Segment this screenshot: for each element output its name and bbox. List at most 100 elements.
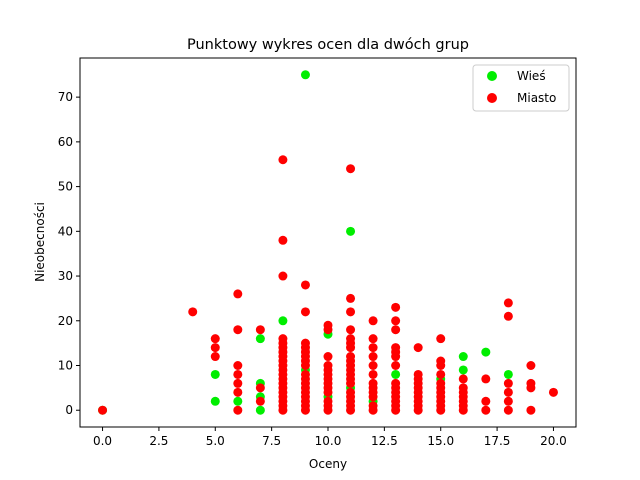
data-point-miasto — [300, 405, 310, 415]
legend: Wieś Miasto — [472, 64, 570, 112]
legend-label-wies: Wieś — [517, 69, 546, 83]
data-point-wies — [278, 316, 288, 326]
y-tick-label: 50 — [58, 180, 73, 194]
data-point-miasto — [255, 383, 265, 393]
data-point-miasto — [526, 405, 536, 415]
data-point-miasto — [548, 387, 558, 397]
data-point-miasto — [346, 164, 356, 174]
data-point-miasto — [210, 334, 220, 344]
data-point-miasto — [503, 405, 513, 415]
data-point-miasto — [368, 369, 378, 379]
data-point-miasto — [210, 343, 220, 353]
data-point-miasto — [323, 325, 333, 335]
data-point-miasto — [436, 334, 446, 344]
data-point-miasto — [503, 387, 513, 397]
data-point-miasto — [346, 325, 356, 335]
data-point-miasto — [391, 316, 401, 326]
y-tick-label: 20 — [58, 314, 73, 328]
data-point-miasto — [233, 378, 243, 388]
data-point-miasto — [526, 361, 536, 370]
data-point-miasto — [98, 405, 108, 415]
data-point-wies — [346, 226, 356, 236]
data-point-miasto — [368, 352, 378, 362]
data-point-wies — [458, 352, 468, 362]
data-point-miasto — [300, 280, 310, 290]
data-point-miasto — [346, 343, 356, 353]
y-tick-label: 30 — [58, 269, 73, 283]
x-axis-label: Oceny — [309, 457, 347, 471]
y-axis-label: Nieobecności — [33, 202, 47, 282]
data-point-miasto — [346, 293, 356, 303]
data-point-miasto — [458, 374, 468, 384]
points-layer — [98, 70, 558, 415]
data-point-miasto — [233, 387, 243, 397]
data-point-miasto — [188, 307, 198, 317]
data-point-miasto — [278, 271, 288, 281]
data-point-miasto — [436, 369, 446, 379]
y-tick-label: 0 — [65, 403, 73, 417]
data-point-miasto — [413, 405, 423, 415]
data-point-miasto — [391, 352, 401, 362]
data-point-miasto — [503, 298, 513, 308]
x-tick-label: 7.5 — [262, 434, 281, 448]
legend-label-miasto: Miasto — [517, 91, 556, 105]
legend-box — [472, 64, 570, 112]
data-point-wies — [503, 369, 513, 379]
data-point-miasto — [436, 361, 446, 370]
data-point-miasto — [346, 405, 356, 415]
data-point-miasto — [300, 307, 310, 317]
x-tick-label: 20.0 — [540, 434, 567, 448]
data-point-wies — [481, 347, 491, 357]
data-point-miasto — [526, 383, 536, 393]
data-point-miasto — [233, 361, 243, 370]
x-tick-label: 17.5 — [484, 434, 511, 448]
data-point-miasto — [391, 361, 401, 370]
data-point-miasto — [481, 405, 491, 415]
data-point-wies — [255, 334, 265, 344]
data-point-miasto — [233, 405, 243, 415]
data-point-miasto — [210, 352, 220, 362]
data-point-miasto — [368, 361, 378, 370]
data-point-miasto — [346, 307, 356, 317]
data-point-miasto — [368, 316, 378, 326]
data-point-miasto — [436, 405, 446, 415]
data-point-miasto — [233, 289, 243, 299]
x-tick-label: 15.0 — [427, 434, 454, 448]
legend-marker-miasto — [487, 93, 497, 103]
data-point-miasto — [368, 334, 378, 344]
data-point-miasto — [255, 325, 265, 335]
data-point-miasto — [481, 374, 491, 384]
data-point-wies — [255, 405, 265, 415]
data-point-wies — [210, 396, 220, 406]
data-point-miasto — [481, 396, 491, 406]
data-point-miasto — [233, 369, 243, 379]
data-point-miasto — [346, 378, 356, 388]
data-point-wies — [300, 70, 310, 80]
data-point-miasto — [503, 396, 513, 406]
data-point-miasto — [391, 325, 401, 335]
data-point-wies — [210, 369, 220, 379]
data-point-miasto — [323, 405, 333, 415]
data-point-miasto — [458, 405, 468, 415]
data-point-miasto — [391, 405, 401, 415]
y-tick-label: 70 — [58, 90, 73, 104]
data-point-miasto — [368, 343, 378, 353]
data-point-miasto — [233, 325, 243, 335]
data-point-miasto — [413, 343, 423, 353]
data-point-miasto — [503, 378, 513, 388]
chart-title: Punktowy wykres ocen dla dwóch grup — [187, 37, 469, 53]
data-point-miasto — [278, 155, 288, 165]
data-point-miasto — [503, 311, 513, 321]
data-point-wies — [233, 396, 243, 406]
data-point-miasto — [278, 235, 288, 245]
data-point-miasto — [300, 361, 310, 370]
y-axis: 0 10 20 30 40 50 60 70 — [58, 90, 80, 417]
x-axis: 0.0 2.5 5.0 7.5 10.0 12.5 15.0 17.5 20.0 — [93, 427, 567, 448]
data-point-miasto — [368, 405, 378, 415]
data-point-miasto — [255, 396, 265, 406]
x-tick-label: 2.5 — [149, 434, 168, 448]
x-tick-label: 5.0 — [206, 434, 225, 448]
x-tick-label: 0.0 — [93, 434, 112, 448]
y-tick-label: 40 — [58, 224, 73, 238]
